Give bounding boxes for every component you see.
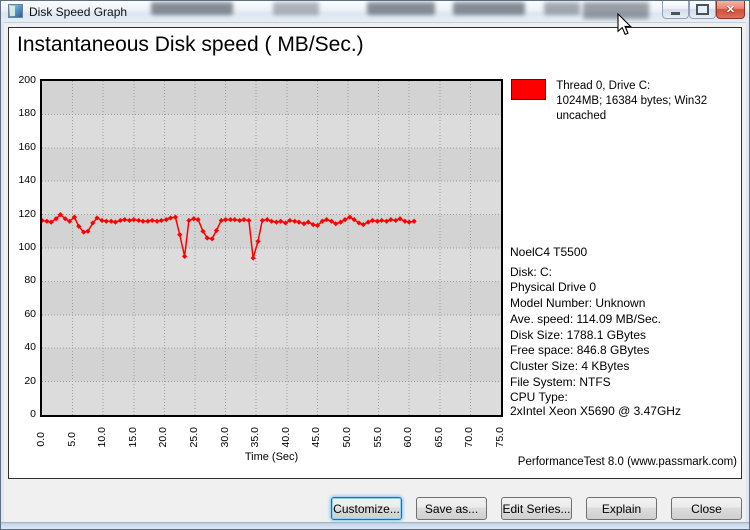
x-axis-tick-label: 60.0 [402,426,415,447]
y-axis-tick-label: 0 [30,408,36,420]
system-info-line: Ave. speed: 114.09 MB/Sec. [510,311,661,326]
x-axis-tick-label: 70.0 [463,426,476,447]
window-title: Disk Speed Graph [29,5,128,19]
window-frame [746,22,749,522]
system-info-line: Model Number: Unknown [510,296,646,311]
x-axis-tick-label: 10.0 [96,426,109,447]
y-axis-tick-label: 140 [18,174,36,187]
y-axis-tick-label: 20 [24,374,36,387]
system-info-line: Disk: C: [510,264,552,279]
close-icon: ✕ [725,4,736,16]
y-axis-tick-label: 100 [18,241,36,253]
x-axis-tick-label: 50.0 [341,426,353,447]
customize-button[interactable]: Customize... [331,497,402,520]
chart-legend: Thread 0, Drive C: 1024MB; 16384 bytes; … [511,79,750,124]
minimize-icon [671,12,680,15]
x-axis-tick-label: 75.0 [494,426,506,447]
system-info-line: NoelC4 T5500 [510,245,588,259]
close-window-button[interactable]: ✕ [716,1,745,19]
x-axis-tick-label: 55.0 [371,426,384,447]
system-info-line: Cluster Size: 4 KBytes [510,358,630,373]
x-axis-tick-label: 45.0 [310,426,323,447]
minimize-button[interactable] [662,1,689,19]
legend-series-name: Thread 0, Drive C: [556,80,651,92]
y-axis-tick-label: 40 [24,341,36,354]
glass-reflection [544,2,580,15]
x-axis-tick-label: 35.0 [249,426,262,447]
y-axis-tick-label: 120 [18,207,36,220]
system-info-line: CPU Type: [510,390,568,405]
y-axis-tick-label: 60 [24,307,36,320]
x-axis-tick-label: 65.0 [432,426,445,447]
system-info-line: Disk Size: 1788.1 GBytes [510,327,647,342]
maximize-button[interactable] [689,1,716,19]
title-bar[interactable]: Disk Speed Graph ✕ [1,1,749,23]
x-axis-tick-label: 5.0 [65,432,78,447]
explain-button[interactable]: Explain [586,497,657,520]
app-icon [8,4,23,18]
button-row: Customize... Save as... Edit Series... Expl… [331,497,742,520]
glass-reflection [151,2,233,15]
y-axis-tick-label: 200 [18,74,36,86]
x-axis-tick-label: 0.0 [35,432,47,447]
maximize-icon [696,4,709,15]
x-axis-tick-label: 40.0 [279,426,292,447]
glass-reflection [367,2,435,15]
chart-title: Instantaneous Disk speed ( MB/Sec.) [17,33,364,56]
x-axis-tick-label: 25.0 [188,426,200,447]
system-info-line: 2xIntel Xeon X5690 @ 3.47GHz [510,404,681,419]
legend-series-detail: 1024MB; 16384 bytes; Win32 uncached [556,95,708,122]
legend-swatch [511,79,547,100]
window-frame [1,522,749,529]
window-frame [1,22,4,522]
glass-reflection [453,2,525,15]
disk-speed-chart [42,81,501,415]
x-axis-tick-label: 30.0 [218,426,231,447]
glass-reflection [583,2,649,19]
edit-series-button[interactable]: Edit Series... [501,497,572,520]
x-axis-tick-label: 15.0 [126,426,139,447]
x-axis-tick-label: 20.0 [157,426,170,447]
close-button[interactable]: Close [671,497,742,520]
system-info-line: File System: NTFS [510,374,611,389]
plot-area [40,79,503,417]
y-axis-tick-label: 160 [18,140,36,153]
x-axis-title: Time (Sec) [244,451,299,463]
y-axis-tick-label: 180 [18,107,36,120]
system-info-line: Free space: 846.8 GBytes [510,343,650,358]
system-info-line: Physical Drive 0 [510,280,597,295]
window-controls: ✕ [662,1,745,19]
glass-reflection [273,2,319,15]
save-as-button[interactable]: Save as... [416,497,487,520]
y-axis-tick-label: 80 [24,274,36,287]
footer-branding: PerformanceTest 8.0 (www.passmark.com) [517,456,737,468]
system-info: NoelC4 T5500 Disk: C: Physical Drive 0 Mode… [510,245,738,420]
